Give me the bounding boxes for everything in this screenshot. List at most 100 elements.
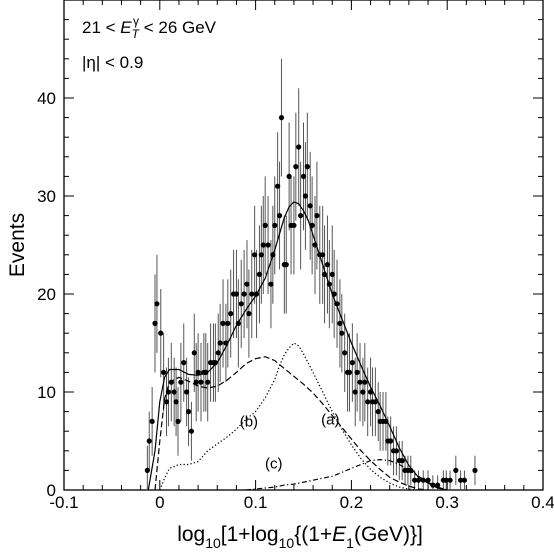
data-point bbox=[435, 482, 441, 488]
x-tick-label: 0.4 bbox=[531, 493, 554, 512]
data-point bbox=[195, 369, 201, 375]
data-point bbox=[412, 477, 418, 483]
data-point bbox=[291, 222, 297, 228]
data-point bbox=[453, 467, 459, 473]
data-point bbox=[314, 213, 320, 219]
data-point bbox=[171, 389, 177, 395]
data-point bbox=[283, 262, 289, 268]
y-tick-label: 30 bbox=[37, 187, 56, 206]
text-part: E bbox=[120, 18, 132, 37]
data-point bbox=[173, 399, 179, 405]
data-point bbox=[388, 438, 394, 444]
data-point bbox=[425, 477, 431, 483]
text-part: γ bbox=[133, 14, 139, 28]
data-point bbox=[302, 193, 309, 199]
total-fit-curve bbox=[147, 201, 448, 491]
data-point bbox=[258, 252, 264, 258]
text-part: < 26 GeV bbox=[139, 18, 217, 37]
data-point bbox=[262, 222, 268, 228]
data-point bbox=[265, 242, 271, 248]
plot-frame bbox=[63, 0, 544, 491]
data-point bbox=[365, 399, 371, 405]
et-range-annotation: 21 < ETγ < 26 GeV bbox=[82, 14, 217, 41]
data-point bbox=[246, 311, 252, 317]
data-point bbox=[205, 379, 211, 385]
curve-label: (b) bbox=[240, 413, 258, 430]
text-part: [1+log bbox=[221, 523, 279, 546]
text-part: |η| < 0.9 bbox=[82, 53, 143, 72]
error-bars bbox=[146, 58, 476, 490]
data-point bbox=[458, 477, 464, 483]
data-point bbox=[275, 183, 281, 189]
data-point bbox=[272, 222, 278, 228]
data-point bbox=[298, 213, 304, 219]
data-point bbox=[357, 379, 363, 385]
data-point bbox=[296, 144, 302, 150]
text-part: 10 bbox=[205, 535, 221, 551]
data-point bbox=[337, 320, 343, 326]
y-tick-label: 40 bbox=[37, 89, 56, 108]
text-part: 1 bbox=[346, 535, 354, 551]
data-point bbox=[472, 467, 478, 473]
eta-range-annotation: |η| < 0.9 bbox=[82, 53, 143, 72]
data-point bbox=[175, 418, 181, 424]
data-point bbox=[324, 262, 331, 268]
data-point bbox=[276, 213, 283, 219]
data-point bbox=[360, 389, 366, 395]
data-point bbox=[252, 252, 258, 258]
data-point bbox=[188, 428, 195, 434]
data-point bbox=[329, 271, 335, 277]
data-point bbox=[238, 301, 244, 307]
data-point bbox=[149, 418, 155, 424]
data-point bbox=[362, 379, 368, 385]
data-point bbox=[228, 311, 234, 317]
curve-labels: (a) (b) (c) bbox=[240, 411, 340, 472]
x-tick-label: 0.1 bbox=[244, 493, 268, 512]
data-point bbox=[184, 389, 190, 395]
data-point bbox=[375, 409, 381, 415]
curve-label: (c) bbox=[265, 455, 283, 472]
data-point bbox=[260, 242, 266, 248]
data-point bbox=[415, 477, 422, 483]
text-part: T bbox=[132, 27, 141, 41]
data-point bbox=[244, 281, 250, 287]
data-point bbox=[320, 252, 326, 258]
data-point bbox=[349, 360, 355, 366]
data-point bbox=[293, 164, 299, 170]
x-tick-labels: -0.1 0 0.1 0.2 0.3 0.4 bbox=[49, 493, 554, 512]
data-point bbox=[217, 340, 223, 346]
data-point bbox=[146, 438, 152, 444]
data-point bbox=[256, 271, 263, 277]
data-point bbox=[220, 320, 226, 326]
data-point bbox=[193, 379, 199, 385]
text-part: 21 < bbox=[82, 18, 120, 37]
data-point bbox=[342, 350, 348, 356]
data-point bbox=[233, 291, 240, 297]
curve-label: (a) bbox=[321, 411, 339, 428]
x-tick-label: 0 bbox=[155, 493, 164, 512]
y-tick-label: 20 bbox=[37, 285, 56, 304]
data-point bbox=[154, 301, 160, 307]
data-point bbox=[144, 467, 150, 473]
data-point bbox=[447, 477, 453, 483]
data-point bbox=[191, 350, 197, 356]
x-tick-label: -0.1 bbox=[49, 493, 78, 512]
data-point bbox=[399, 458, 405, 464]
data-point bbox=[181, 360, 187, 366]
data-point bbox=[241, 291, 247, 297]
data-point bbox=[178, 379, 184, 385]
text-part: {(1+ bbox=[294, 523, 332, 546]
text-part: log bbox=[177, 523, 205, 546]
text-part: (GeV)}] bbox=[354, 523, 423, 546]
data-point bbox=[163, 399, 170, 405]
y-tick-label: 0 bbox=[47, 481, 56, 500]
data-point bbox=[304, 164, 310, 170]
data-point bbox=[278, 115, 285, 121]
data-point bbox=[152, 320, 158, 326]
y-tick-label: 10 bbox=[37, 383, 56, 402]
x-tick-label: 0.3 bbox=[435, 493, 459, 512]
axis-ticks bbox=[63, 0, 544, 491]
data-point bbox=[346, 369, 353, 375]
data-point bbox=[225, 320, 231, 326]
